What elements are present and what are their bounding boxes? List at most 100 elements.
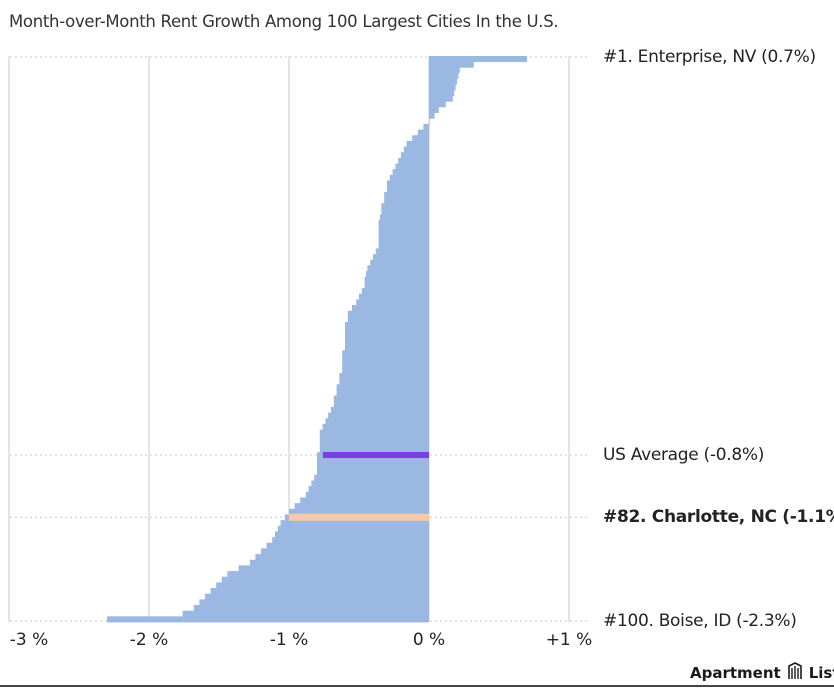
rent-growth-bar xyxy=(352,305,429,312)
rent-growth-bar xyxy=(387,186,429,193)
rent-growth-bar xyxy=(429,84,456,91)
rent-growth-bar xyxy=(429,118,430,125)
rent-growth-bar xyxy=(417,129,429,136)
rent-growth-bar xyxy=(373,254,429,261)
brand-name-right: List xyxy=(808,664,834,682)
bars xyxy=(107,56,527,623)
rent-growth-bar xyxy=(429,95,453,102)
rent-growth-bar xyxy=(193,605,429,612)
annotation-top-city: #1. Enterprise, NV (0.7%) xyxy=(603,47,816,67)
rent-growth-bar xyxy=(378,225,429,232)
rent-growth-bar xyxy=(403,146,429,153)
rent-growth-bar xyxy=(319,429,429,436)
rent-growth-bar xyxy=(381,208,429,215)
rent-growth-bar xyxy=(384,197,429,204)
rent-growth-bar xyxy=(249,559,429,566)
rent-growth-bar xyxy=(275,531,429,538)
x-tick-label: 0 % xyxy=(412,630,446,650)
x-tick-label: -1 % xyxy=(269,630,309,650)
rent-growth-bar xyxy=(401,152,429,159)
rent-growth-bar xyxy=(429,72,459,80)
brand-name-left: Apartment xyxy=(690,664,781,682)
x-tick-label: -2 % xyxy=(129,630,169,650)
highlight-bars xyxy=(289,452,429,521)
rent-growth-bar xyxy=(356,299,429,306)
rent-growth-bar xyxy=(305,491,429,498)
rent-growth-bar xyxy=(406,140,429,147)
rent-growth-bar xyxy=(345,333,429,340)
rent-growth-bar xyxy=(429,89,455,97)
rent-growth-bar xyxy=(378,231,429,238)
rent-growth-bar xyxy=(277,525,429,532)
rent-growth-bar xyxy=(342,367,429,374)
rent-growth-bar xyxy=(345,339,429,346)
rent-growth-bar xyxy=(317,469,429,476)
rent-growth-bar xyxy=(182,610,429,617)
rent-growth-bar xyxy=(429,56,527,63)
rent-growth-bar xyxy=(429,106,439,113)
rent-growth-bar xyxy=(389,174,429,181)
rent-growth-bar xyxy=(308,486,429,493)
rent-growth-bar xyxy=(216,582,429,589)
rent-growth-bar xyxy=(333,401,429,408)
rent-growth-bar xyxy=(238,565,429,572)
rent-growth-bar xyxy=(423,123,429,130)
rent-growth-bar xyxy=(210,588,429,595)
rent-growth-bar xyxy=(429,78,457,85)
rent-growth-bar xyxy=(328,412,429,419)
rent-growth-bar xyxy=(392,169,429,176)
rent-growth-bar xyxy=(429,112,435,119)
rent-growth-bar xyxy=(398,157,429,164)
rent-growth-bar xyxy=(429,101,446,108)
rent-growth-bar xyxy=(359,293,429,300)
rent-growth-bar xyxy=(314,474,429,481)
rent-growth-bar xyxy=(412,135,429,142)
rent-growth-bar xyxy=(300,497,429,504)
rent-growth-bar xyxy=(272,537,429,544)
rent-growth-bar xyxy=(380,214,429,221)
rent-growth-bar xyxy=(227,571,429,578)
rent-growth-bar xyxy=(261,548,429,555)
x-tick-label: -3 % xyxy=(9,630,49,650)
rent-growth-bar xyxy=(280,520,429,527)
rent-growth-bar xyxy=(345,327,429,334)
rent-growth-bar xyxy=(294,503,429,510)
rent-growth-bar xyxy=(361,288,429,295)
rent-growth-bar xyxy=(107,616,429,623)
rent-growth-bar xyxy=(347,310,429,317)
rent-growth-bar xyxy=(387,180,429,187)
building-logo-icon xyxy=(786,662,804,684)
rent-growth-bar xyxy=(429,67,460,74)
rent-growth-bar xyxy=(266,542,429,549)
rent-growth-bar xyxy=(255,554,429,561)
rent-growth-bar xyxy=(331,406,429,413)
rent-growth-bar xyxy=(429,61,474,68)
rent-growth-bar xyxy=(366,271,429,278)
rent-growth-bar xyxy=(317,463,429,470)
rent-growth-bar xyxy=(370,259,429,266)
bottom-divider xyxy=(0,685,834,687)
us-average-bar xyxy=(323,452,429,459)
rent-growth-bar xyxy=(311,480,429,487)
rent-growth-bar xyxy=(339,372,429,380)
rent-growth-bar xyxy=(205,593,429,600)
rent-growth-bar xyxy=(375,248,429,255)
rent-growth-bar xyxy=(317,457,429,464)
rent-growth-bar xyxy=(325,418,429,425)
rent-growth-bar xyxy=(199,599,429,606)
annotation-us-average: US Average (-0.8%) xyxy=(603,445,765,466)
chart-title: Month-over-Month Rent Growth Among 100 L… xyxy=(9,12,559,31)
rent-growth-bar xyxy=(319,435,429,442)
rent-growth-bar xyxy=(381,203,429,210)
rent-growth-bar xyxy=(378,237,429,244)
rent-growth-bar xyxy=(364,282,429,289)
rent-growth-bar xyxy=(336,384,429,391)
rent-growth-bar xyxy=(378,220,429,227)
rent-growth-bar xyxy=(342,361,429,368)
rent-growth-bar xyxy=(345,344,429,351)
rent-growth-bar xyxy=(342,355,429,363)
rent-growth-bar xyxy=(395,163,429,170)
rent-growth-bar xyxy=(345,322,429,329)
annotation-charlotte: #82. Charlotte, NC (-1.1%) xyxy=(603,507,834,528)
